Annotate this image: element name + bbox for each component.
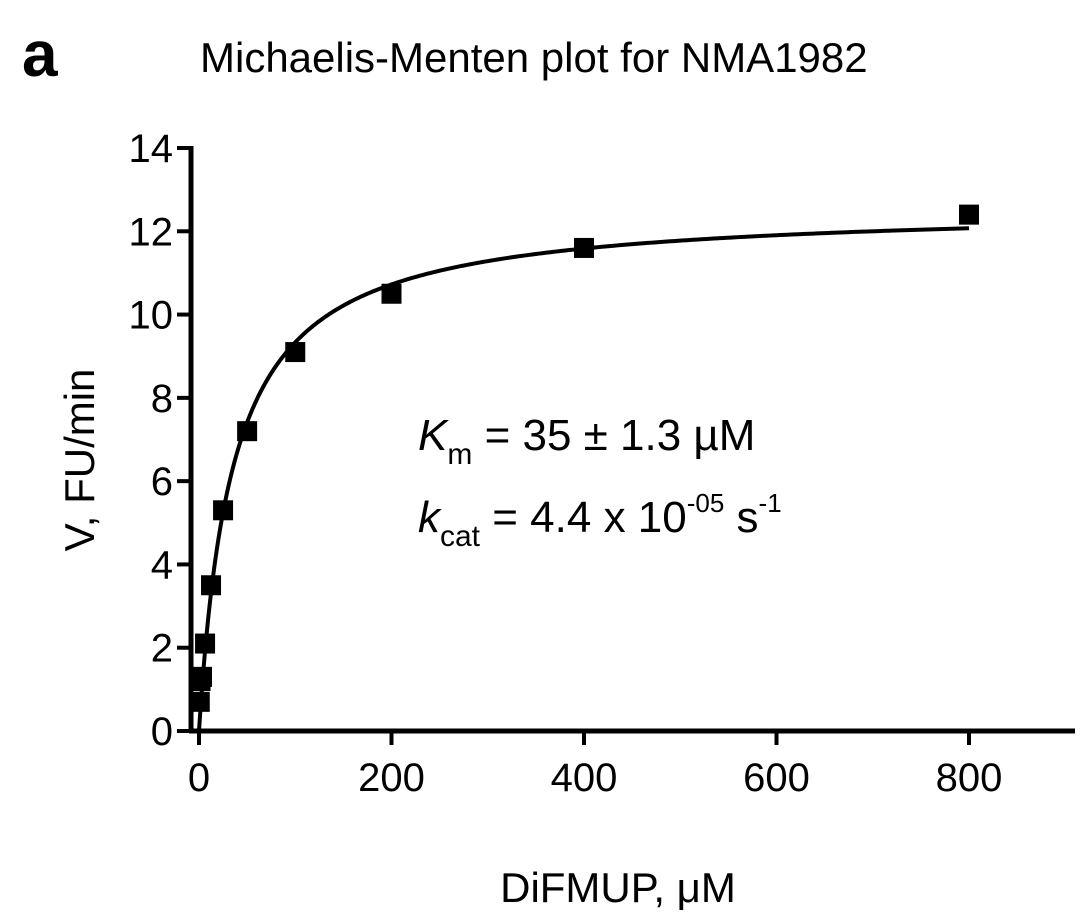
x-axis: 0 200 400 600 800 bbox=[188, 728, 1075, 800]
data-point bbox=[201, 575, 222, 596]
data-point bbox=[959, 204, 979, 225]
data-point bbox=[213, 500, 234, 521]
km-annotation: Km = 35 ± 1.3 µM bbox=[418, 411, 755, 471]
y-tick-label: 4 bbox=[151, 543, 173, 587]
x-tick-label: 0 bbox=[188, 756, 210, 800]
x-tick-label: 800 bbox=[936, 756, 1003, 800]
data-point bbox=[195, 633, 216, 654]
y-tick-label: 14 bbox=[129, 127, 174, 171]
kcat-unit-exponent: -1 bbox=[759, 488, 782, 518]
data-point bbox=[574, 237, 594, 258]
chart-title: Michaelis-Menten plot for NMA1982 bbox=[200, 34, 868, 81]
kcat-subscript: cat bbox=[440, 520, 481, 553]
y-tick-label: 12 bbox=[129, 210, 174, 254]
x-axis-title: DiFMUP, μM bbox=[500, 864, 736, 911]
x-tick-label: 400 bbox=[551, 756, 618, 800]
y-axis-title: V, FU/min bbox=[56, 369, 103, 552]
data-points bbox=[189, 204, 979, 712]
data-point bbox=[191, 666, 212, 687]
x-tick-label: 200 bbox=[358, 756, 425, 800]
y-tick-label: 6 bbox=[151, 460, 173, 504]
kcat-value: = 4.4 x 10 bbox=[480, 493, 687, 542]
x-tick-label: 600 bbox=[743, 756, 810, 800]
kcat-exponent: -05 bbox=[687, 488, 725, 518]
kcat-symbol: k bbox=[418, 493, 442, 542]
data-point bbox=[189, 691, 210, 712]
kcat-unit: s bbox=[724, 493, 758, 542]
panel-label: a bbox=[22, 18, 58, 90]
y-axis: 0 2 4 6 8 10 12 14 bbox=[129, 127, 194, 754]
kcat-annotation: kcat = 4.4 x 10-05 s-1 bbox=[418, 488, 782, 553]
y-tick-label: 0 bbox=[151, 710, 173, 754]
y-tick-label: 10 bbox=[129, 294, 174, 338]
y-tick-label: 8 bbox=[151, 377, 173, 421]
data-point bbox=[237, 421, 258, 442]
data-point bbox=[285, 342, 306, 363]
fit-curve bbox=[197, 226, 970, 732]
km-value: = 35 ± 1.3 µM bbox=[472, 411, 755, 460]
km-symbol: K bbox=[418, 411, 449, 460]
y-tick-label: 2 bbox=[151, 627, 173, 671]
km-subscript: m bbox=[447, 438, 472, 471]
data-point bbox=[381, 283, 402, 304]
